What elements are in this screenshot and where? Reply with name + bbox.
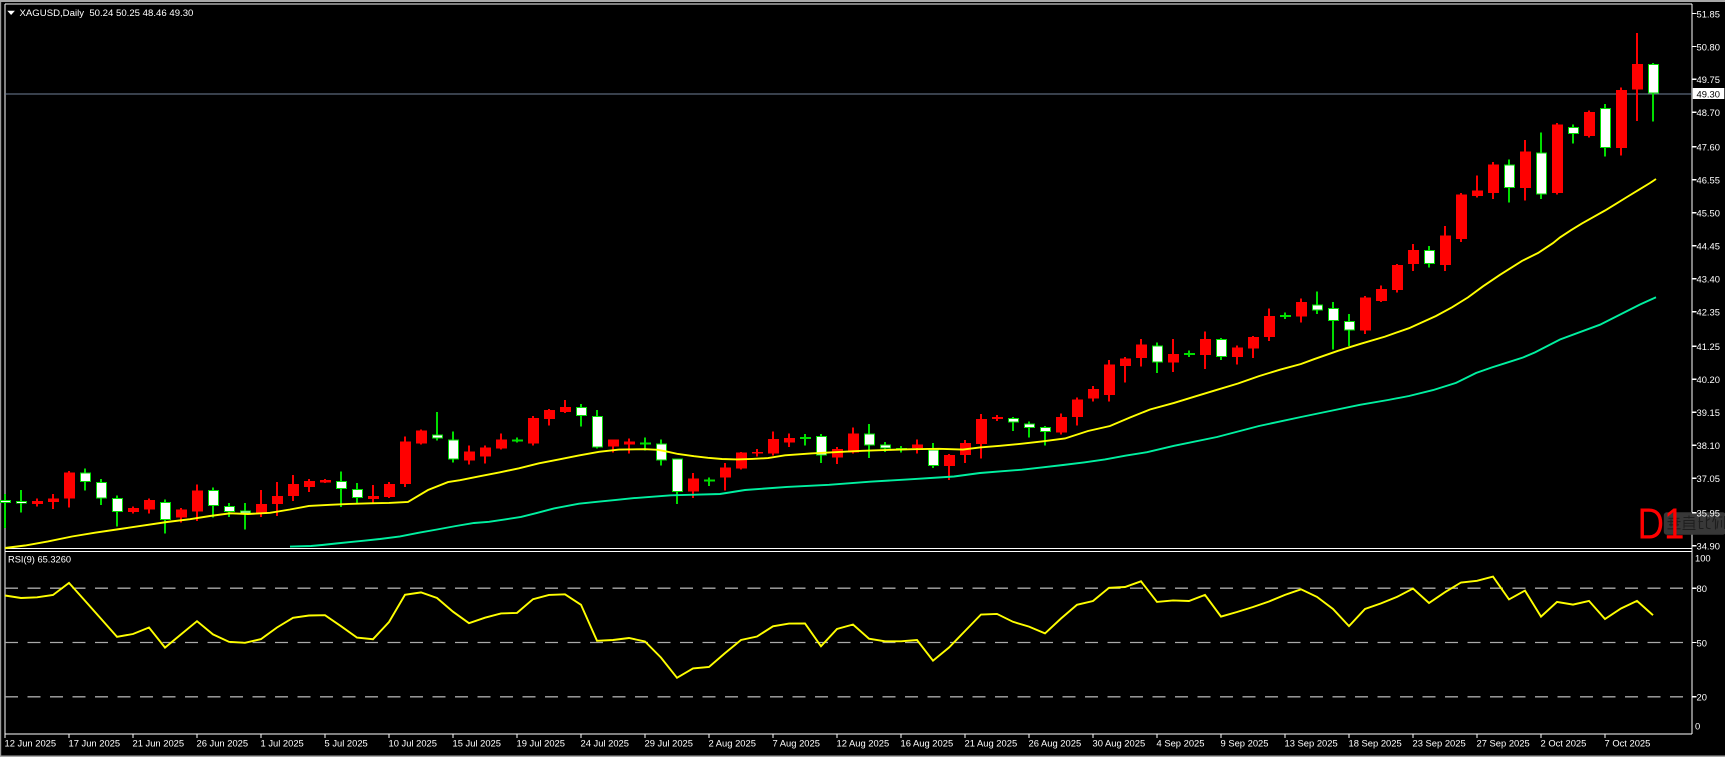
svg-text:30 Aug 2025: 30 Aug 2025 xyxy=(1093,738,1146,749)
svg-text:0: 0 xyxy=(1695,721,1700,732)
svg-text:26 Aug 2025: 26 Aug 2025 xyxy=(1029,738,1082,749)
svg-text:17 Jun 2025: 17 Jun 2025 xyxy=(69,738,121,749)
svg-text:43.40: 43.40 xyxy=(1697,274,1720,285)
svg-text:34.90: 34.90 xyxy=(1697,541,1720,552)
svg-text:2 Oct 2025: 2 Oct 2025 xyxy=(1541,738,1587,749)
svg-text:23 Sep 2025: 23 Sep 2025 xyxy=(1413,738,1466,749)
svg-text:47.60: 47.60 xyxy=(1697,142,1720,153)
svg-text:10 Jul 2025: 10 Jul 2025 xyxy=(389,738,437,749)
svg-text:51.85: 51.85 xyxy=(1697,8,1720,19)
svg-text:19 Jul 2025: 19 Jul 2025 xyxy=(517,738,565,749)
svg-text:49.30: 49.30 xyxy=(1697,88,1720,99)
svg-text:48.70: 48.70 xyxy=(1697,107,1720,118)
svg-text:27 Sep 2025: 27 Sep 2025 xyxy=(1477,738,1530,749)
svg-text:41.25: 41.25 xyxy=(1697,341,1720,352)
svg-text:20: 20 xyxy=(1697,692,1707,703)
svg-text:7 Oct 2025: 7 Oct 2025 xyxy=(1605,738,1651,749)
svg-text:2 Aug 2025: 2 Aug 2025 xyxy=(709,738,756,749)
svg-text:45.50: 45.50 xyxy=(1697,208,1720,219)
svg-text:26 Jun 2025: 26 Jun 2025 xyxy=(197,738,249,749)
svg-text:5 Jul 2025: 5 Jul 2025 xyxy=(325,738,368,749)
svg-text:21 Jun 2025: 21 Jun 2025 xyxy=(133,738,185,749)
svg-text:4 Sep 2025: 4 Sep 2025 xyxy=(1157,738,1205,749)
svg-text:XAGUSD,Daily 50.24 50.25 48.4: XAGUSD,Daily 50.24 50.25 48.46 49.30 xyxy=(20,8,194,19)
svg-text:12 Jun 2025: 12 Jun 2025 xyxy=(5,738,57,749)
svg-text:50: 50 xyxy=(1697,637,1707,648)
svg-text:80: 80 xyxy=(1697,583,1707,594)
svg-text:RSI(9) 65.3260: RSI(9) 65.3260 xyxy=(8,555,71,565)
svg-text:9 Sep 2025: 9 Sep 2025 xyxy=(1221,738,1269,749)
svg-text:7 Aug 2025: 7 Aug 2025 xyxy=(773,738,820,749)
svg-text:100: 100 xyxy=(1695,553,1711,564)
svg-text:37.05: 37.05 xyxy=(1697,473,1720,484)
svg-text:40.20: 40.20 xyxy=(1697,374,1720,385)
svg-text:24 Jul 2025: 24 Jul 2025 xyxy=(581,738,629,749)
svg-text:18 Sep 2025: 18 Sep 2025 xyxy=(1349,738,1402,749)
svg-text:49.75: 49.75 xyxy=(1697,74,1720,85)
svg-text:21 Aug 2025: 21 Aug 2025 xyxy=(965,738,1018,749)
svg-text:44.45: 44.45 xyxy=(1697,241,1720,252)
svg-text:38.10: 38.10 xyxy=(1697,440,1720,451)
svg-text:D1: D1 xyxy=(1638,500,1685,549)
svg-text:16 Aug 2025: 16 Aug 2025 xyxy=(901,738,954,749)
svg-text:39.15: 39.15 xyxy=(1697,407,1720,418)
svg-text:15 Jul 2025: 15 Jul 2025 xyxy=(453,738,501,749)
svg-text:1 Jul 2025: 1 Jul 2025 xyxy=(261,738,304,749)
svg-text:46.55: 46.55 xyxy=(1697,175,1720,186)
svg-text:29 Jul 2025: 29 Jul 2025 xyxy=(645,738,693,749)
svg-text:42.35: 42.35 xyxy=(1697,307,1720,318)
svg-text:50.80: 50.80 xyxy=(1697,41,1720,52)
svg-text:35.95: 35.95 xyxy=(1697,508,1720,519)
svg-text:12 Aug 2025: 12 Aug 2025 xyxy=(837,738,890,749)
svg-text:13 Sep 2025: 13 Sep 2025 xyxy=(1285,738,1338,749)
